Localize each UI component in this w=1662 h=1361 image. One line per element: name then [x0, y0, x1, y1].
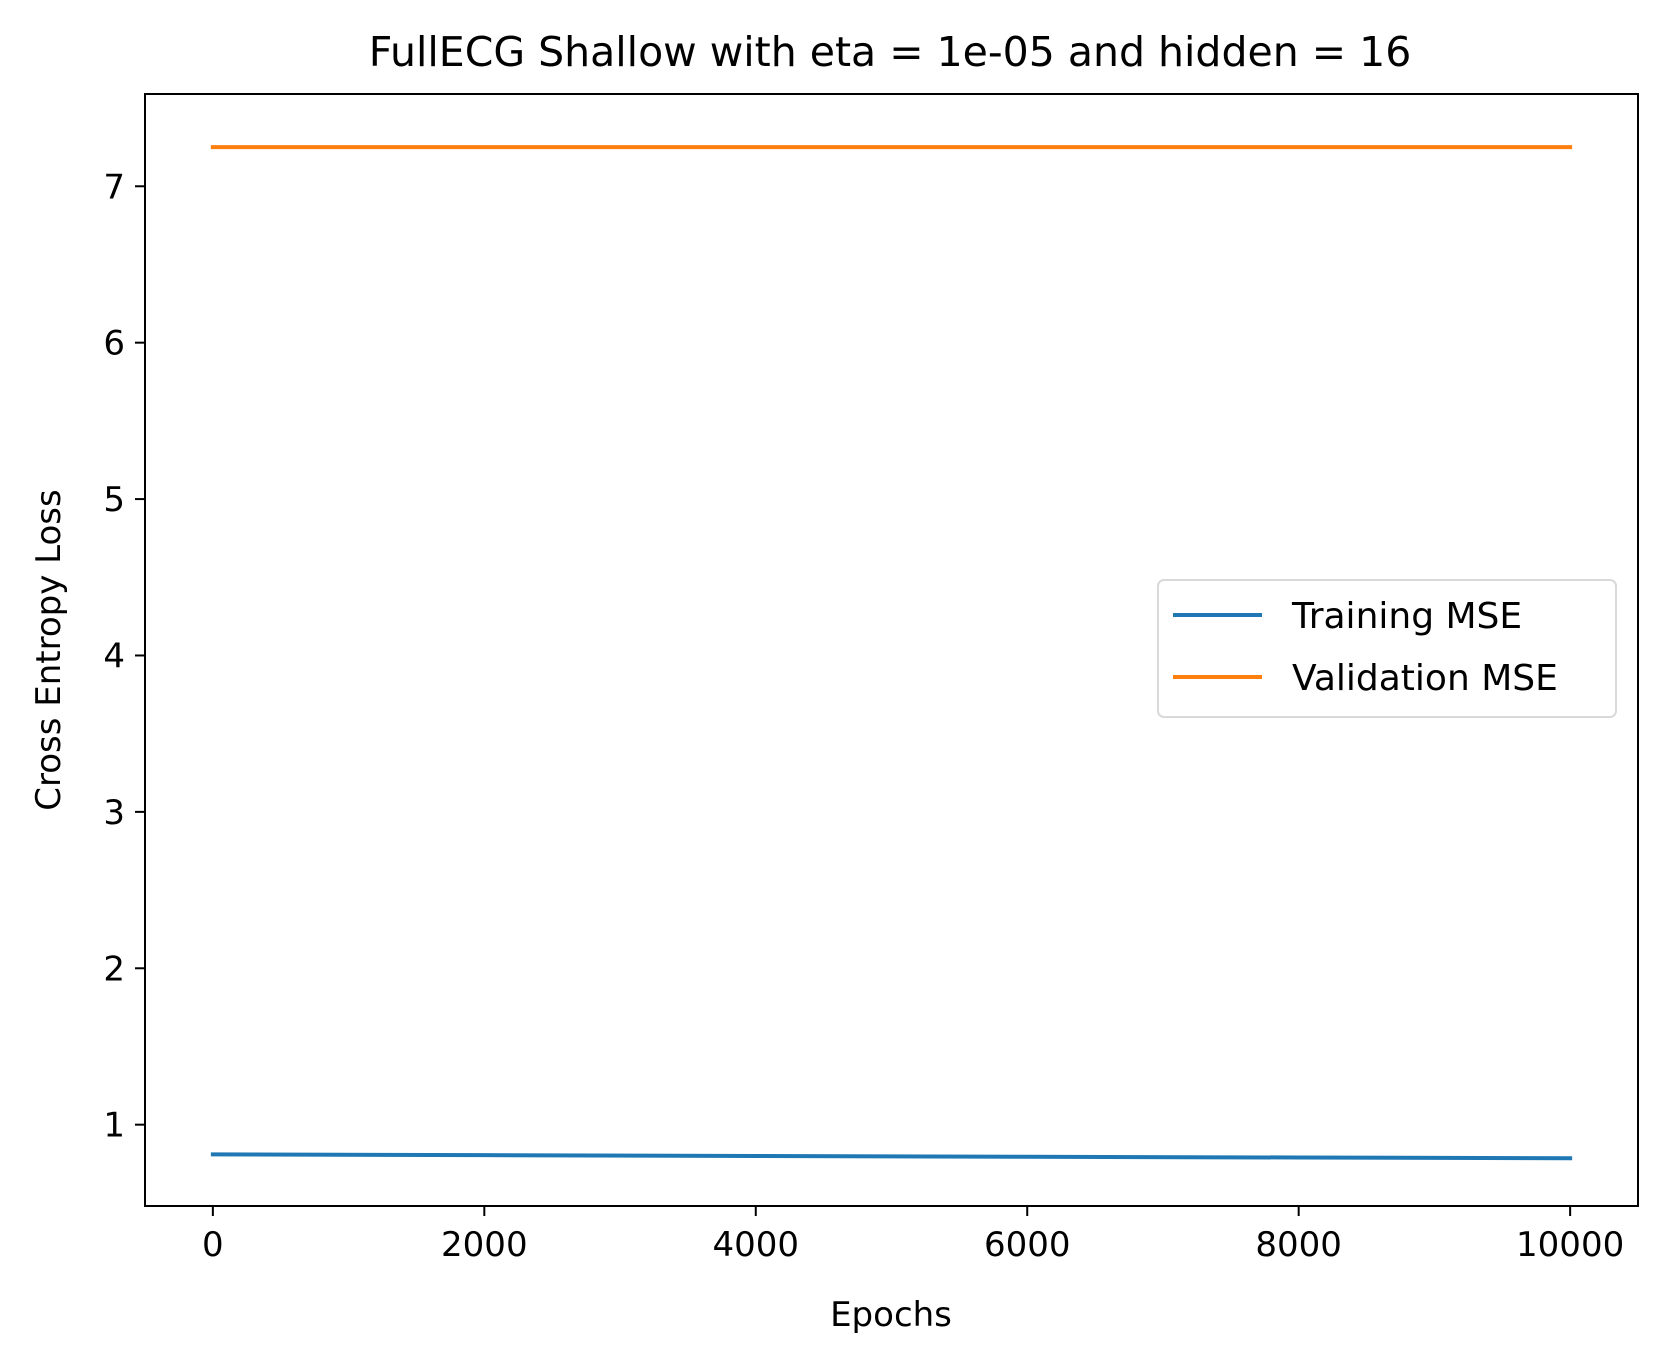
x-tick-label: 10000 — [1516, 1225, 1624, 1265]
x-tick-label: 8000 — [1255, 1225, 1342, 1265]
legend: Training MSE Validation MSE — [1157, 579, 1617, 718]
x-tick-label: 2000 — [441, 1225, 528, 1265]
y-axis: 1 2 3 4 5 6 7 — [103, 167, 145, 1146]
x-tick-label: 0 — [202, 1225, 224, 1265]
y-tick-label: 1 — [103, 1106, 125, 1146]
x-tick-label: 4000 — [713, 1225, 800, 1265]
x-tick-label: 6000 — [984, 1225, 1071, 1265]
y-tick-label: 3 — [103, 793, 125, 833]
y-tick-label: 7 — [103, 167, 125, 207]
series-line-training-mse — [210, 1152, 1573, 1161]
y-tick-label: 5 — [103, 480, 125, 520]
x-axis: 0 2000 4000 6000 8000 10000 — [202, 1206, 1624, 1265]
plot-frame — [144, 93, 1639, 1207]
legend-box — [1157, 579, 1617, 718]
y-axis-label: Cross Entropy Loss — [29, 489, 69, 811]
y-tick-label: 2 — [103, 949, 125, 989]
chart-title: FullECG Shallow with eta = 1e-05 and hid… — [369, 28, 1412, 76]
legend-label-validation-mse: Validation MSE — [1292, 658, 1558, 699]
series-layer — [210, 145, 1573, 1161]
x-axis-label: Epochs — [830, 1295, 952, 1335]
y-tick-label: 4 — [103, 636, 125, 676]
legend-label-training-mse: Training MSE — [1291, 596, 1522, 637]
y-tick-label: 6 — [103, 324, 125, 364]
